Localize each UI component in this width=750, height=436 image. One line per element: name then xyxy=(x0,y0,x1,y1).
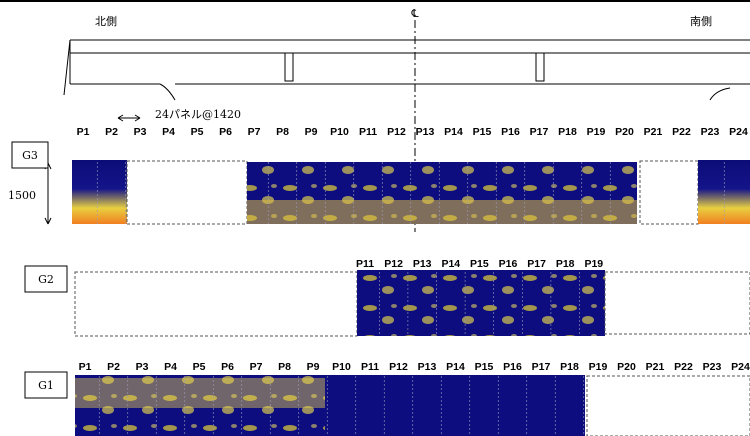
panel-label: P17 xyxy=(530,126,549,138)
panel-label: P18 xyxy=(560,361,579,373)
bridge-elevation xyxy=(63,39,750,101)
panel-label: P23 xyxy=(703,361,722,373)
panel-label: P4 xyxy=(164,361,177,373)
panel-label: P24 xyxy=(731,361,750,373)
panel-label: P10 xyxy=(332,361,351,373)
panel-label: P15 xyxy=(470,258,489,270)
panel-label: P10 xyxy=(330,126,349,138)
panel-label: P14 xyxy=(441,258,460,270)
girder-label: G2 xyxy=(38,273,54,286)
panel-label: P12 xyxy=(387,126,406,138)
panel-label: P3 xyxy=(136,361,149,373)
panel-label: P2 xyxy=(105,126,118,138)
height-arrow xyxy=(44,162,52,225)
panel-label: P9 xyxy=(305,126,318,138)
panel-label: P21 xyxy=(646,361,665,373)
panel-label: P7 xyxy=(250,361,263,373)
panel-label: P11 xyxy=(359,126,377,138)
thermal-image xyxy=(75,378,325,408)
panel-label: P21 xyxy=(644,126,663,138)
unmeasured-area xyxy=(74,271,358,337)
panel-label: P19 xyxy=(589,361,608,373)
panel-label: P18 xyxy=(556,258,575,270)
height-label: 1500 xyxy=(8,189,36,202)
panel-label: P24 xyxy=(729,126,748,138)
south-label: 南側 xyxy=(690,15,712,28)
thermal-image xyxy=(72,160,127,224)
panel-label: P17 xyxy=(527,258,546,270)
girder-label: G3 xyxy=(22,149,38,162)
panel-label: P13 xyxy=(413,258,432,270)
panel-label: P8 xyxy=(278,361,291,373)
girder-box xyxy=(24,371,68,399)
panel-label: P14 xyxy=(444,126,463,138)
span-arrow xyxy=(117,114,141,122)
unmeasured-area xyxy=(126,160,248,225)
panel-label: P22 xyxy=(672,126,691,138)
panel-label: P16 xyxy=(503,361,522,373)
panel-label: P23 xyxy=(701,126,720,138)
thermal-image xyxy=(75,375,325,436)
unmeasured-area xyxy=(639,160,699,225)
panel-label: P16 xyxy=(501,126,520,138)
panel-label: P16 xyxy=(499,258,518,270)
panel-label: P6 xyxy=(221,361,234,373)
panel-label: P19 xyxy=(587,126,606,138)
panel-label: P12 xyxy=(389,361,408,373)
panel-label: P14 xyxy=(446,361,465,373)
panel-label: P5 xyxy=(193,361,206,373)
panel-label: P1 xyxy=(77,126,90,138)
panel-label: P1 xyxy=(79,361,92,373)
panel-label: P22 xyxy=(674,361,693,373)
panel-label: P3 xyxy=(134,126,147,138)
panel-label: P15 xyxy=(475,361,494,373)
panel-label: P17 xyxy=(532,361,551,373)
panel-label: P4 xyxy=(162,126,175,138)
panel-label: P11 xyxy=(361,361,379,373)
panel-label: P9 xyxy=(307,361,320,373)
girder-box xyxy=(24,265,68,293)
north-label: 北側 xyxy=(95,15,117,28)
thermal-image xyxy=(325,375,585,436)
girder-label: G1 xyxy=(38,379,54,392)
panel-label: P7 xyxy=(248,126,261,138)
panel-label: P20 xyxy=(615,126,634,138)
panel-label: P12 xyxy=(384,258,403,270)
panel-label: P13 xyxy=(418,361,437,373)
unmeasured-area xyxy=(586,375,750,436)
thermal-image xyxy=(357,270,605,336)
panel-label: P19 xyxy=(584,258,603,270)
thermal-image xyxy=(247,200,637,224)
center-mark: ℄ xyxy=(410,7,418,20)
panel-label: P13 xyxy=(416,126,435,138)
panel-label: P8 xyxy=(276,126,289,138)
girder-box xyxy=(11,141,49,169)
panel-label: P20 xyxy=(617,361,636,373)
panel-label: P6 xyxy=(219,126,232,138)
panel-label: P2 xyxy=(107,361,120,373)
unmeasured-area xyxy=(604,271,750,335)
panel-label: P11 xyxy=(356,258,374,270)
panel-label: P15 xyxy=(473,126,492,138)
panel-label: P5 xyxy=(191,126,204,138)
top-border xyxy=(0,0,750,2)
panel-label: P18 xyxy=(558,126,577,138)
panel-note: 24パネル@1420 xyxy=(155,108,241,121)
